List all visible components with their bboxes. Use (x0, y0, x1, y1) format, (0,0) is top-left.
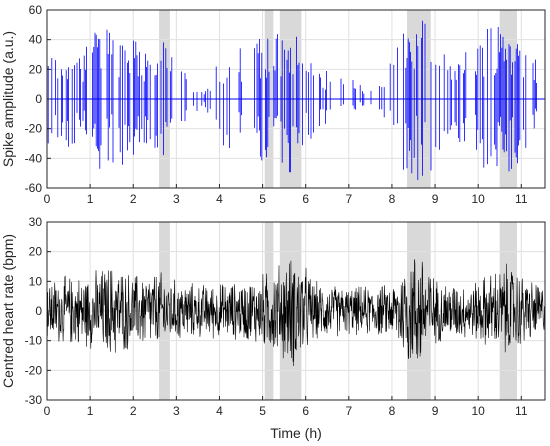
x-tick-label: 4 (216, 192, 223, 206)
y-tick-label: 0 (35, 92, 42, 106)
x-tick-label: 5 (259, 192, 266, 206)
y-tick-label: -60 (25, 181, 43, 195)
x-tick-label: 5 (259, 404, 266, 418)
x-tick-label: 9 (432, 404, 439, 418)
x-tick-label: 1 (87, 404, 94, 418)
y-tick-label: -20 (25, 363, 43, 377)
x-tick-label: 7 (345, 404, 352, 418)
heart-rate-series (46, 259, 545, 367)
x-axis-label: Time (h) (270, 425, 322, 441)
x-tick-label: 8 (389, 192, 396, 206)
y-tick-label: 20 (29, 245, 43, 259)
y-tick-labels: -30 -20 -10 0 10 20 30 (25, 215, 51, 407)
x-tick-label: 1 (87, 192, 94, 206)
y-tick-label: -10 (25, 334, 43, 348)
y-tick-label: 0 (35, 304, 42, 318)
x-tick-label: 11 (515, 404, 528, 418)
y-tick-label: 40 (29, 33, 43, 47)
heart-rate-trace (46, 259, 545, 367)
y-axis-label: Spike amplitude (a.u.) (0, 31, 16, 167)
x-tick-label: 3 (173, 192, 180, 206)
y-tick-label: 20 (29, 62, 43, 76)
x-tick-label: 6 (302, 192, 309, 206)
y-tick-label: -40 (25, 151, 43, 165)
x-tick-label: 10 (471, 192, 485, 206)
x-tick-label: 8 (389, 404, 396, 418)
y-tick-label: 60 (29, 3, 43, 17)
x-tick-label: 11 (515, 192, 528, 206)
x-tick-labels: 0 1 2 3 4 5 6 7 8 9 10 11 (44, 396, 528, 418)
x-tick-label: 3 (173, 404, 180, 418)
x-tick-labels: 0 1 2 3 4 5 6 7 8 9 10 11 (44, 184, 528, 206)
x-tick-label: 6 (302, 404, 309, 418)
spike-series (47, 20, 546, 180)
x-tick-label: 0 (44, 404, 51, 418)
x-tick-label: 0 (44, 192, 51, 206)
x-tick-label: 4 (216, 404, 223, 418)
y-tick-label: 30 (29, 215, 43, 229)
y-tick-label: -30 (25, 393, 43, 407)
x-tick-label: 7 (345, 192, 352, 206)
x-tick-label: 2 (130, 192, 137, 206)
y-tick-label: -20 (25, 122, 43, 136)
heart-rate-panel: -30 -20 -10 0 10 20 30 0 1 2 3 4 5 6 7 8 9 10 11 Centred … (0, 215, 546, 441)
spike-stems (47, 20, 546, 180)
y-tick-label: 10 (29, 274, 43, 288)
y-axis-label: Centred heart rate (bpm) (0, 234, 16, 388)
spike-amplitude-panel: -60 -40 -20 0 20 40 60 0 1 2 3 4 5 6 7 8 9 10 11 Spike am… (0, 3, 546, 206)
x-tick-label: 9 (432, 192, 439, 206)
y-tick-labels: -60 -40 -20 0 20 40 60 (25, 3, 51, 195)
x-tick-label: 10 (471, 404, 485, 418)
x-tick-label: 2 (130, 404, 137, 418)
